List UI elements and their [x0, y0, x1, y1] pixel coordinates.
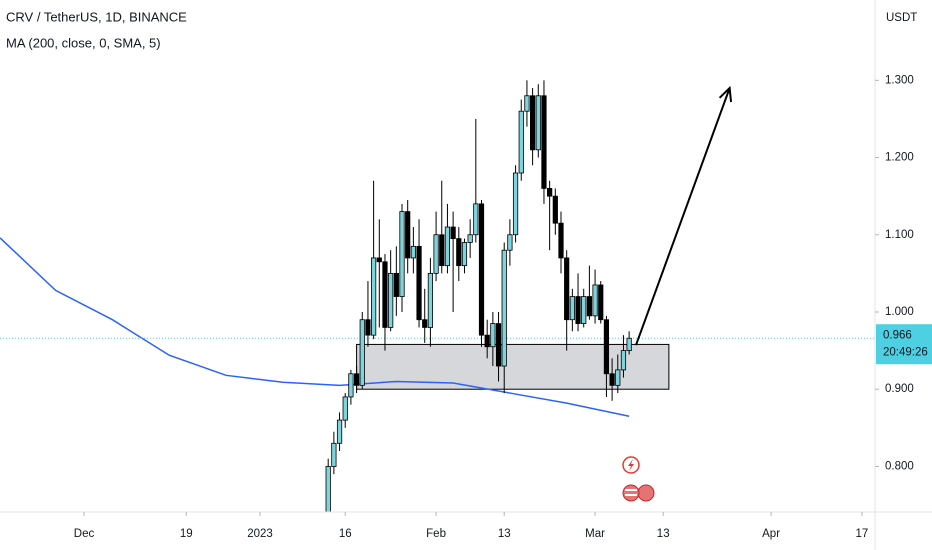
- candle-body: [439, 234, 445, 267]
- arrow-head: [718, 85, 733, 103]
- candle-body: [371, 257, 377, 336]
- candle-body: [365, 319, 371, 336]
- candle-body: [501, 249, 507, 367]
- candle-body: [416, 245, 422, 321]
- y-tick-label: 1.300: [885, 74, 914, 86]
- candle-body: [620, 350, 627, 371]
- candle-body: [353, 373, 360, 386]
- candle-body: [478, 203, 485, 336]
- candle-body: [575, 296, 581, 324]
- candle-body: [609, 373, 615, 386]
- candle-body: [626, 337, 632, 352]
- x-tick-label: Feb: [426, 528, 446, 540]
- y-tick-label: 0.900: [885, 383, 914, 395]
- candle-body: [450, 226, 456, 240]
- candle-body: [603, 319, 610, 375]
- last-price-label: 0.966: [883, 329, 912, 341]
- candle-body: [495, 323, 502, 367]
- x-tick-label: 19: [180, 528, 193, 540]
- candle-body: [535, 95, 541, 151]
- candle-body: [484, 334, 490, 348]
- x-tick-label: 2023: [247, 528, 273, 540]
- candle-body: [427, 272, 434, 328]
- candle-body: [399, 211, 405, 297]
- projection-arrow: [635, 87, 731, 346]
- y-tick-label: 0.800: [885, 460, 914, 472]
- candle-body: [393, 272, 399, 297]
- candle-body: [336, 419, 343, 444]
- candle-body: [490, 323, 496, 348]
- candle-body: [473, 203, 479, 236]
- candle-body: [388, 272, 394, 328]
- candle-body: [564, 257, 570, 321]
- x-tick-label: Mar: [585, 528, 605, 540]
- candle-body: [433, 234, 439, 274]
- candle-body: [552, 195, 558, 224]
- plot-area: [0, 80, 875, 512]
- candle-body: [615, 369, 621, 386]
- candle-body: [348, 373, 354, 398]
- event-icons[interactable]: [622, 456, 655, 502]
- candle-body: [405, 211, 411, 259]
- candle-body: [541, 95, 547, 189]
- x-tick-label: 17: [856, 528, 869, 540]
- candle-body: [569, 296, 575, 321]
- x-tick-label: 16: [339, 528, 352, 540]
- chart-title: CRV / TetherUS, 1D, BINANCE: [6, 9, 187, 24]
- candle-body: [467, 234, 473, 243]
- candle-body: [581, 296, 587, 324]
- candle-body: [558, 222, 564, 259]
- indicator-label: MA (200, close, 0, SMA, 5): [6, 35, 161, 50]
- candle-body: [342, 396, 348, 421]
- y-tick-label: 1.100: [885, 229, 914, 241]
- candle-body: [598, 284, 604, 321]
- y-tick-label: 1.200: [885, 152, 914, 164]
- candle-body: [444, 226, 451, 267]
- candle-body: [518, 110, 524, 174]
- y-tick-label: 1.000: [885, 306, 914, 318]
- candle-body: [512, 172, 519, 236]
- last-price-tag: [876, 324, 932, 365]
- candle-body: [331, 442, 337, 467]
- candle-body: [382, 261, 388, 328]
- x-tick-label: 13: [498, 528, 511, 540]
- candle-body: [507, 234, 513, 251]
- countdown-label: 20:49:26: [883, 346, 928, 358]
- candle-body: [410, 245, 416, 259]
- x-tick-label: Apr: [762, 528, 780, 540]
- candle-body: [325, 466, 331, 512]
- candle-body: [547, 188, 553, 197]
- candle-body: [530, 95, 536, 151]
- moving-average: [0, 237, 630, 417]
- x-tick-label: 13: [657, 528, 670, 540]
- x-tick-label: Dec: [74, 528, 95, 540]
- candle-body: [592, 284, 598, 317]
- candle-body: [524, 95, 530, 112]
- candle-body: [586, 296, 592, 317]
- candle-body: [359, 319, 365, 386]
- candle-body: [461, 242, 468, 267]
- currency-label: USDT: [886, 12, 917, 24]
- candle-body: [422, 319, 428, 328]
- candle-body: [456, 238, 462, 267]
- candle-body: [376, 257, 382, 263]
